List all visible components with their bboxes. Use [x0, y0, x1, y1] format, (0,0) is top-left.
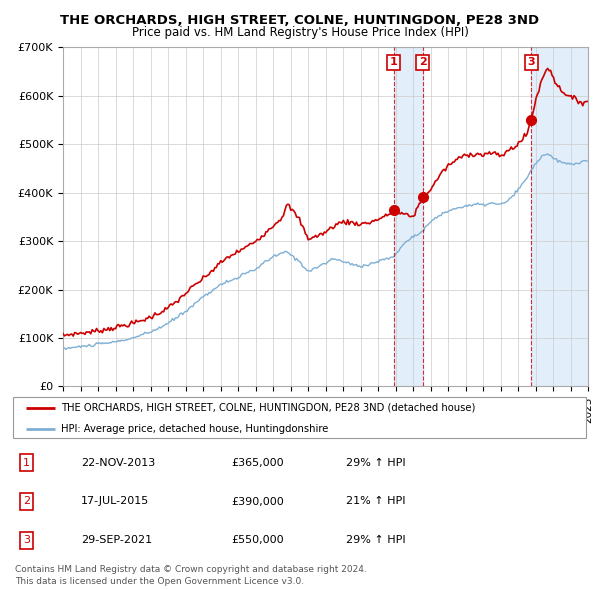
Text: 3: 3: [23, 536, 30, 545]
Text: 29% ↑ HPI: 29% ↑ HPI: [346, 536, 406, 545]
Text: 21% ↑ HPI: 21% ↑ HPI: [346, 497, 406, 506]
Text: THE ORCHARDS, HIGH STREET, COLNE, HUNTINGDON, PE28 3ND: THE ORCHARDS, HIGH STREET, COLNE, HUNTIN…: [61, 14, 539, 27]
Bar: [394, 47, 422, 386]
Text: 17-JUL-2015: 17-JUL-2015: [81, 497, 149, 506]
FancyBboxPatch shape: [13, 397, 586, 438]
Text: Price paid vs. HM Land Registry's House Price Index (HPI): Price paid vs. HM Land Registry's House …: [131, 26, 469, 39]
Text: 29% ↑ HPI: 29% ↑ HPI: [346, 458, 406, 467]
Text: 2: 2: [23, 497, 30, 506]
Text: £365,000: £365,000: [231, 458, 284, 467]
Bar: [531, 47, 588, 386]
Text: This data is licensed under the Open Government Licence v3.0.: This data is licensed under the Open Gov…: [15, 577, 304, 586]
Text: 1: 1: [390, 57, 398, 67]
Text: 2: 2: [419, 57, 427, 67]
Text: 1: 1: [23, 458, 30, 467]
Text: THE ORCHARDS, HIGH STREET, COLNE, HUNTINGDON, PE28 3ND (detached house): THE ORCHARDS, HIGH STREET, COLNE, HUNTIN…: [61, 403, 475, 412]
Text: 29-SEP-2021: 29-SEP-2021: [81, 536, 152, 545]
Text: 22-NOV-2013: 22-NOV-2013: [81, 458, 155, 467]
Text: 3: 3: [527, 57, 535, 67]
Text: £390,000: £390,000: [231, 497, 284, 506]
Text: £550,000: £550,000: [231, 536, 284, 545]
Text: HPI: Average price, detached house, Huntingdonshire: HPI: Average price, detached house, Hunt…: [61, 424, 328, 434]
Text: Contains HM Land Registry data © Crown copyright and database right 2024.: Contains HM Land Registry data © Crown c…: [15, 565, 367, 574]
